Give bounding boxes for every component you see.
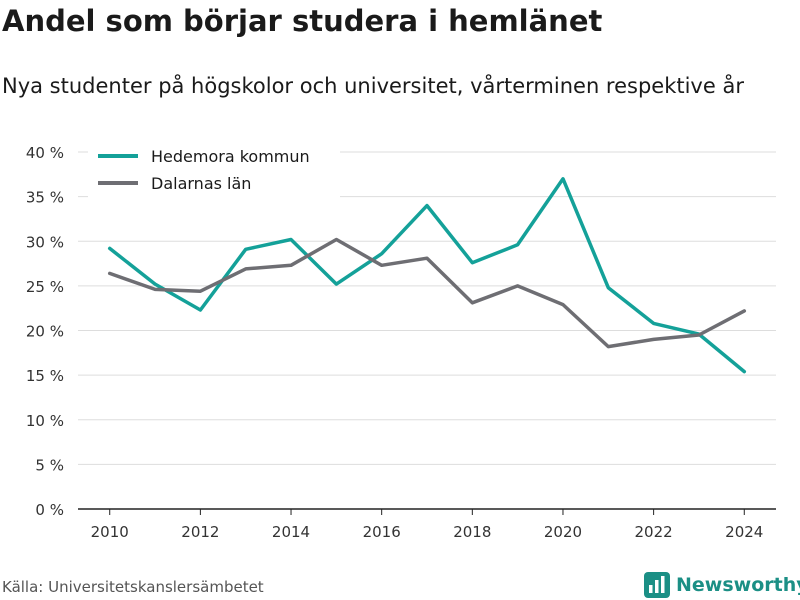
- bar-chart-logo-icon: [644, 572, 670, 598]
- y-tick-label: 15 %: [26, 367, 64, 385]
- x-tick-label: 2018: [453, 523, 491, 541]
- x-tick-label: 2010: [91, 523, 129, 541]
- x-tick-label: 2024: [725, 523, 763, 541]
- legend-background: [88, 140, 340, 200]
- y-tick-label: 0 %: [35, 501, 64, 519]
- series-line-dalarna: [107, 237, 747, 349]
- y-tick-label: 35 %: [26, 189, 64, 207]
- chart-subtitle: Nya studenter på högskolor och universit…: [2, 74, 744, 98]
- series-line-hedemora: [107, 177, 747, 374]
- legend-label: Hedemora kommun: [151, 147, 310, 166]
- line-chart: 0 % 5 % 10 % 15 % 20 % 25 % 30 % 35 % 40 % 2010 2…: [25, 140, 776, 541]
- source-note: Källa: Universitetskanslersämbetet: [2, 578, 264, 596]
- y-tick-label: 20 %: [26, 323, 64, 341]
- legend-label: Dalarnas län: [151, 174, 251, 193]
- x-tick-label: 2016: [363, 523, 401, 541]
- y-tick-label: 25 %: [26, 278, 64, 296]
- y-tick-label: 30 %: [26, 233, 64, 251]
- y-tick-label: 10 %: [26, 412, 64, 430]
- brand-logo: Newsworthy: [644, 570, 800, 600]
- y-tick-label: 40 %: [26, 144, 64, 162]
- x-tick-label: 2012: [181, 523, 219, 541]
- chart-title: Andel som börjar studera i hemlänet: [2, 4, 603, 38]
- x-tick-label: 2022: [635, 523, 673, 541]
- x-tick-label: 2014: [272, 523, 310, 541]
- brand-name: Newsworthy: [676, 574, 800, 596]
- x-tick-label: 2020: [544, 523, 582, 541]
- y-tick-label: 5 %: [35, 456, 64, 474]
